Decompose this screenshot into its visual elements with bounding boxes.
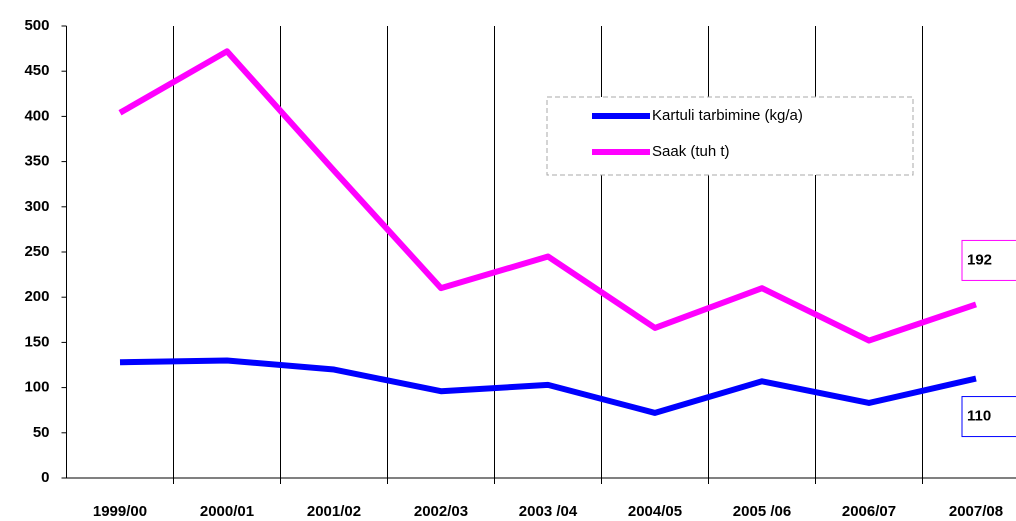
y-tick-label: 50 (33, 424, 50, 441)
y-tick-label: 0 (41, 469, 49, 486)
data-label: 192 (967, 251, 992, 268)
y-tick-label: 200 (24, 288, 49, 305)
y-tick-label: 500 (24, 17, 49, 34)
x-tick-label: 2000/01 (200, 503, 254, 520)
legend-label: Kartuli tarbimine (kg/a) (652, 107, 803, 124)
legend-label: Saak (tuh t) (652, 143, 730, 160)
y-tick-label: 400 (24, 107, 49, 124)
x-tick-label: 2004/05 (628, 503, 682, 520)
data-label-box (961, 396, 1016, 438)
x-tick-label: 2001/02 (307, 503, 361, 520)
x-tick-label: 2005 /06 (733, 503, 791, 520)
series-line (119, 357, 977, 416)
y-tick-label: 450 (24, 62, 49, 79)
x-tick-label: 2006/07 (842, 503, 896, 520)
data-label-box (961, 239, 1016, 281)
y-tick-label: 100 (24, 379, 49, 396)
x-tick-label: 2002/03 (414, 503, 468, 520)
data-label: 110 (967, 408, 991, 425)
x-tick-label: 2003 /04 (519, 503, 578, 520)
series-line (118, 48, 977, 344)
y-tick-label: 300 (24, 198, 49, 215)
y-tick-label: 350 (24, 153, 49, 170)
x-tick-label: 1999/00 (93, 503, 147, 520)
y-tick-label: 150 (24, 333, 49, 350)
y-tick-label: 250 (24, 243, 49, 260)
legend-box (546, 96, 914, 176)
x-tick-label: 2007/08 (949, 503, 1003, 520)
